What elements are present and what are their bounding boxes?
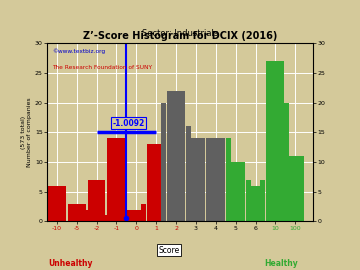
Bar	[147, 174, 152, 221]
Bar	[147, 144, 165, 221]
Bar	[167, 109, 172, 221]
Bar	[226, 138, 231, 221]
Bar	[121, 215, 126, 221]
Text: Score: Score	[159, 246, 180, 255]
Bar	[282, 103, 289, 221]
Bar	[167, 91, 185, 221]
Bar	[227, 162, 244, 221]
Bar	[82, 210, 90, 221]
Bar	[103, 215, 111, 221]
Bar	[246, 180, 251, 221]
Bar	[266, 180, 271, 221]
Bar	[207, 138, 225, 221]
Bar	[206, 138, 211, 221]
Bar	[161, 103, 166, 221]
Text: Healthy: Healthy	[264, 259, 298, 268]
Text: ©www.textbiz.org: ©www.textbiz.org	[52, 49, 105, 54]
Bar	[187, 138, 205, 221]
Bar	[186, 126, 192, 221]
Bar	[240, 168, 245, 221]
Bar	[127, 215, 132, 221]
Bar	[220, 168, 225, 221]
Text: Sector: Industrials: Sector: Industrials	[142, 29, 218, 38]
Bar	[68, 204, 86, 221]
Bar	[201, 144, 205, 221]
Bar	[286, 156, 304, 221]
Text: -1.0092: -1.0092	[112, 119, 145, 127]
Bar	[260, 180, 265, 221]
Bar	[107, 138, 125, 221]
Text: The Research Foundation of SUNY: The Research Foundation of SUNY	[52, 65, 152, 70]
Text: Unhealthy: Unhealthy	[49, 259, 93, 268]
Bar	[141, 204, 146, 221]
Bar	[266, 61, 284, 221]
Bar	[247, 186, 265, 221]
Bar	[180, 114, 185, 221]
Y-axis label: (573 total)
Number of companies: (573 total) Number of companies	[21, 97, 32, 167]
Title: Z’-Score Histogram for DCIX (2016): Z’-Score Histogram for DCIX (2016)	[83, 31, 277, 41]
Bar	[127, 210, 145, 221]
Bar	[48, 186, 66, 221]
Bar	[87, 180, 105, 221]
